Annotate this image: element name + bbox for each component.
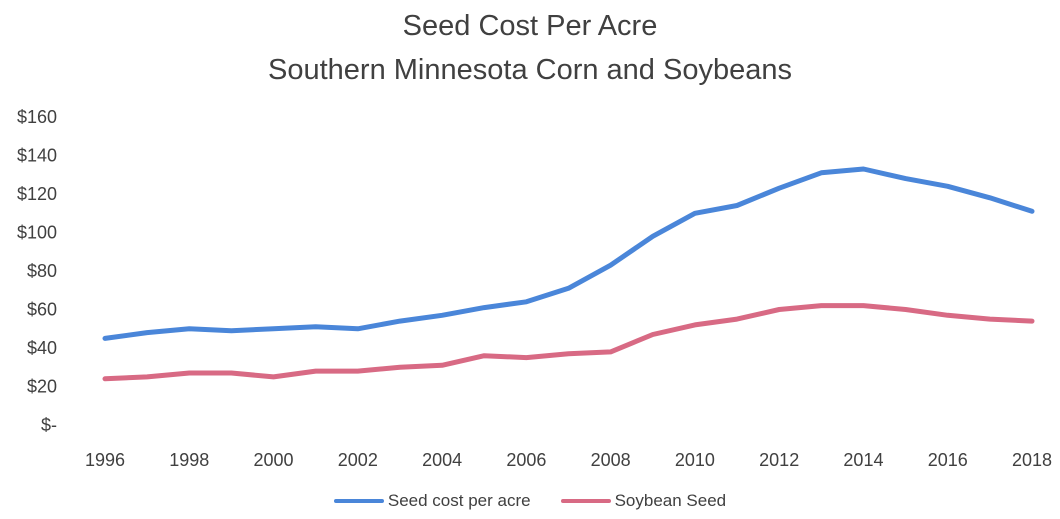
y-tick-label: $40 bbox=[27, 338, 57, 358]
legend-item-soybean-seed: Soybean Seed bbox=[560, 491, 727, 511]
legend-swatch-soybean-seed bbox=[560, 499, 611, 503]
y-tick-label: $60 bbox=[27, 300, 57, 320]
x-tick-label: 2014 bbox=[843, 450, 883, 470]
y-tick-label: $160 bbox=[17, 107, 57, 127]
chart-title-block: Seed Cost Per Acre Southern Minnesota Co… bbox=[0, 4, 1060, 92]
x-axis: 1996 1998 2000 2002 2004 2006 2008 2010 2012 2014… bbox=[85, 450, 1052, 470]
y-tick-label: $120 bbox=[17, 184, 57, 204]
x-tick-label: 2000 bbox=[254, 450, 294, 470]
y-axis: $- $20 $40 $60 $80 $100 $120 $140 $160 bbox=[17, 107, 57, 435]
chart-title: Seed Cost Per Acre bbox=[402, 10, 658, 42]
series-line-soybean-seed bbox=[102, 303, 1035, 382]
legend-label-seed-cost: Seed cost per acre bbox=[387, 491, 531, 510]
y-tick-label: $20 bbox=[27, 377, 57, 397]
y-tick-label: $140 bbox=[17, 146, 57, 166]
x-tick-label: 2004 bbox=[422, 450, 462, 470]
x-tick-label: 2012 bbox=[759, 450, 799, 470]
legend-item-seed-cost: Seed cost per acre bbox=[333, 491, 531, 511]
chart-subtitle: Southern Minnesota Corn and Soybeans bbox=[268, 54, 792, 86]
x-tick-label: 2002 bbox=[338, 450, 378, 470]
series-line-seed-cost bbox=[102, 166, 1035, 341]
x-tick-label: 2010 bbox=[675, 450, 715, 470]
x-tick-label: 2016 bbox=[928, 450, 968, 470]
x-tick-label: 1996 bbox=[85, 450, 125, 470]
x-tick-label: 2006 bbox=[506, 450, 546, 470]
y-tick-label: $- bbox=[41, 415, 57, 435]
legend-label-soybean-seed: Soybean Seed bbox=[614, 491, 727, 510]
y-tick-label: $80 bbox=[27, 261, 57, 281]
x-tick-label: 2018 bbox=[1012, 450, 1052, 470]
x-tick-label: 2008 bbox=[591, 450, 631, 470]
y-tick-label: $100 bbox=[17, 223, 57, 243]
legend-swatch-seed-cost bbox=[333, 499, 384, 503]
series-lines bbox=[102, 166, 1035, 382]
x-tick-label: 1998 bbox=[169, 450, 209, 470]
chart-legend: Seed cost per acre Soybean Seed bbox=[0, 491, 1060, 511]
